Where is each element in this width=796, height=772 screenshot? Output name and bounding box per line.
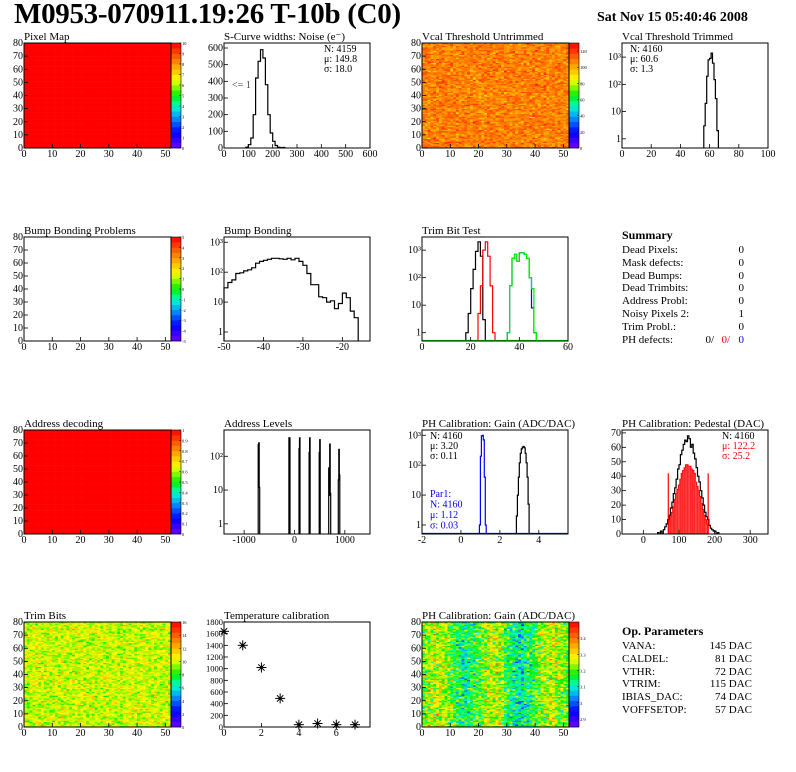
- colorbar-band: [171, 69, 181, 75]
- colorbar-band: [171, 59, 181, 65]
- annotation: <= 1: [232, 80, 251, 91]
- colorbar-band: [171, 111, 181, 117]
- colorbar-band: [171, 85, 181, 91]
- colorbar-tick-label: 1: [182, 136, 184, 141]
- colorbar-tick-label: 5: [182, 94, 185, 99]
- colorbar-band: [171, 43, 181, 49]
- colorbar-tick-label: 9: [182, 52, 185, 57]
- y-tick-label: 500: [208, 60, 223, 71]
- x-tick-label: 300: [290, 149, 305, 160]
- x-tick-label: 500: [338, 149, 353, 160]
- x-tick-label: 200: [265, 149, 280, 160]
- y-tick-label: 200: [208, 110, 223, 121]
- colorbar-band: [171, 64, 181, 70]
- y-tick-label: 100: [208, 126, 223, 137]
- x-tick-label: 100: [241, 149, 256, 160]
- colorbar-band: [171, 101, 181, 107]
- x-tick-label: 20: [76, 149, 86, 160]
- colorbar-band: [171, 48, 181, 54]
- y-tick-label: 0: [218, 143, 223, 154]
- colorbar-band: [171, 117, 181, 123]
- y-tick-label: 70: [13, 51, 23, 62]
- colorbar-band: [171, 106, 181, 112]
- colorbar-band: [171, 127, 181, 133]
- x-tick-label: 50: [160, 149, 170, 160]
- colorbar-tick-label: 4: [182, 104, 185, 109]
- x-tick-label: 600: [363, 149, 378, 160]
- panel-title: Vcal Threshold Untrimmed: [422, 31, 544, 43]
- colorbar-tick-label: 10: [182, 41, 187, 46]
- x-tick-label: 40: [132, 149, 142, 160]
- colorbar-tick-label: 0: [182, 146, 185, 151]
- y-tick-label: 30: [13, 104, 23, 115]
- y-tick-label: 0: [18, 143, 23, 154]
- y-tick-label: 60: [13, 64, 23, 75]
- colorbar-band: [171, 138, 181, 144]
- colorbar-band: [171, 54, 181, 60]
- x-tick-label: 30: [104, 149, 114, 160]
- colorbar-band: [171, 96, 181, 102]
- colorbar-tick-label: 7: [182, 73, 185, 78]
- stats-text: σ: 18.0: [324, 64, 352, 75]
- colorbar-band: [171, 132, 181, 138]
- y-tick-label: 600: [208, 43, 223, 54]
- panel-title: Pixel Map: [24, 31, 70, 43]
- x-tick-label: 400: [314, 149, 329, 160]
- colorbar-tick-label: 3: [182, 115, 185, 120]
- y-tick-label: 40: [13, 91, 23, 102]
- colorbar-band: [171, 80, 181, 86]
- colorbar-tick-label: 8: [182, 62, 185, 67]
- y-tick-label: 400: [208, 76, 223, 87]
- colorbar-band: [171, 90, 181, 96]
- colorbar-tick-label: 6: [182, 83, 185, 88]
- y-tick-label: 10: [13, 130, 23, 141]
- y-tick-label: 80: [13, 38, 23, 49]
- colorbar-tick-label: 2: [182, 125, 184, 130]
- panel-s-curve-widths-noise-e-: S-Curve widths: Noise (e⁻)N: 4159μ: 149.…: [208, 31, 378, 160]
- panel-title: S-Curve widths: Noise (e⁻): [224, 31, 345, 43]
- panel-vcal-threshold-untrimmed: Vcal Threshold Untrimmed0204060801001200…: [411, 31, 588, 160]
- y-tick-label: 50: [13, 77, 23, 88]
- histogram-series: [246, 50, 285, 148]
- y-tick-label: 20: [13, 117, 23, 128]
- colorbar-band: [171, 143, 181, 149]
- colorbar-band: [171, 122, 181, 128]
- x-tick-label: 10: [47, 149, 57, 160]
- colorbar-band: [171, 75, 181, 81]
- y-tick-label: 300: [208, 93, 223, 104]
